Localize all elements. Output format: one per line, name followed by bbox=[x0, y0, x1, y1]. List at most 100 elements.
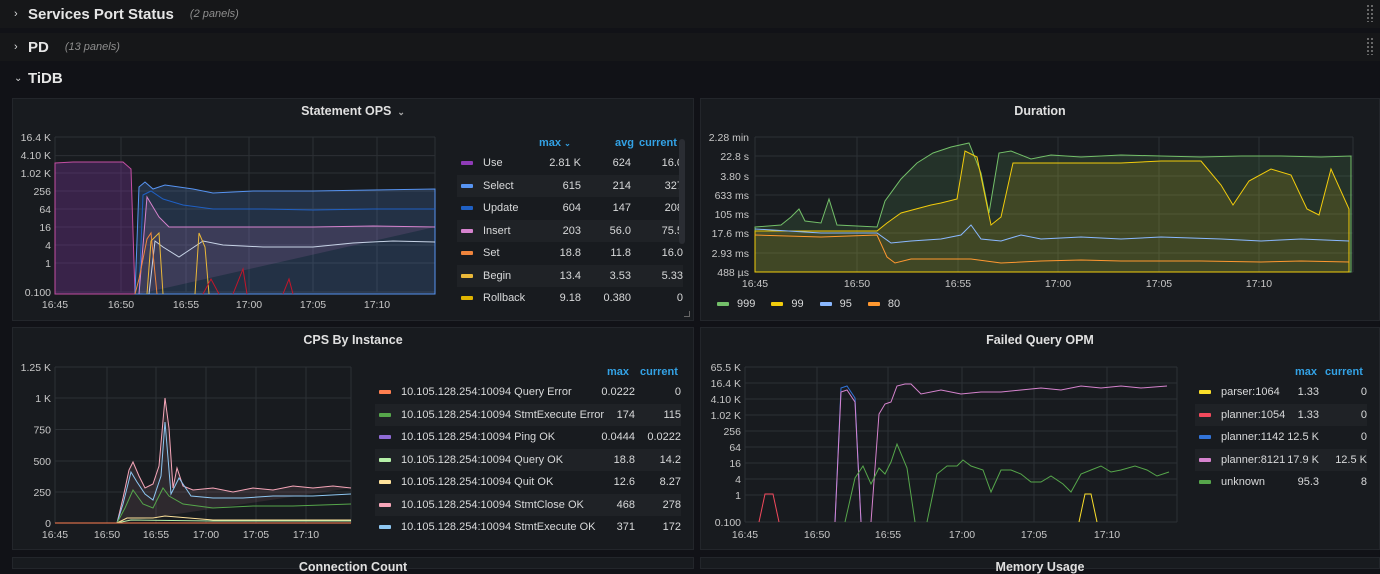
legend-row[interactable]: parser:1064 1.33 0 bbox=[1195, 381, 1367, 404]
legend-max: 615 bbox=[562, 179, 581, 192]
legend-item[interactable]: 99 bbox=[771, 298, 804, 310]
graph-statement-ops[interactable]: 16.4 K 4.10 K 1.02 K 256 64 16 4 1 0.100… bbox=[13, 129, 453, 319]
legend-row[interactable]: 10.105.128.254:10094 Quit OK 12.6 8.27 bbox=[375, 471, 681, 494]
legend-max: 17.9 K bbox=[1287, 453, 1319, 466]
series-insert bbox=[138, 195, 436, 295]
legend-row[interactable]: 10.105.128.254:10094 Query Error 0.0222 … bbox=[375, 381, 681, 404]
row-panel-count: (2 panels) bbox=[189, 8, 239, 20]
legend-name: 10.105.128.254:10094 StmtExecute Error bbox=[401, 408, 605, 421]
legend-max: 468 bbox=[616, 498, 635, 511]
legend-max: 18.8 bbox=[559, 247, 581, 260]
series-use bbox=[54, 161, 136, 295]
panel-header[interactable]: Statement OPS ⌄ bbox=[13, 104, 693, 118]
x-tick: 16:55 bbox=[173, 299, 199, 311]
series-80 bbox=[754, 234, 1350, 264]
legend-name: 999 bbox=[737, 298, 756, 310]
legend-row[interactable]: 10.105.128.254:10094 StmtExecute Error 1… bbox=[375, 403, 681, 426]
x-tick: 16:45 bbox=[742, 278, 768, 289]
series-swatch bbox=[867, 302, 880, 306]
legend-header-max[interactable]: max ⌄ bbox=[539, 137, 571, 149]
legend-row[interactable]: 10.105.128.254:10094 StmtClose OK 468 27… bbox=[375, 493, 681, 516]
y-tick: 1 bbox=[735, 490, 741, 502]
series-swatch bbox=[1199, 412, 1211, 417]
y-tick: 488 µs bbox=[717, 267, 749, 279]
legend-row[interactable]: planner:1142 12.5 K 0 bbox=[1195, 426, 1367, 449]
legend-name: 10.105.128.254:10094 Quit OK bbox=[401, 476, 554, 489]
legend-name: unknown bbox=[1221, 476, 1266, 489]
row-pd[interactable]: › PD (13 panels) bbox=[0, 33, 1380, 61]
legend-header-current[interactable]: current bbox=[1325, 366, 1363, 378]
legend-current: 115 bbox=[663, 408, 681, 421]
legend-scrollbar[interactable] bbox=[679, 139, 685, 244]
series-swatch bbox=[379, 390, 391, 395]
legend-max: 18.8 bbox=[613, 453, 635, 466]
legend-row[interactable]: Begin 13.4 3.53 5.33 bbox=[457, 264, 683, 287]
series-swatch bbox=[379, 525, 391, 530]
legend-name: Begin bbox=[483, 269, 512, 282]
legend-row[interactable]: unknown 95.3 8 bbox=[1195, 471, 1367, 494]
legend-header-max[interactable]: max bbox=[1295, 366, 1318, 378]
legend-name: 10.105.128.254:10094 Ping OK bbox=[401, 431, 556, 444]
series-95 bbox=[754, 224, 1350, 244]
legend-header-avg[interactable]: avg bbox=[615, 137, 634, 149]
legend-item[interactable]: 80 bbox=[867, 298, 900, 310]
legend-row[interactable]: Insert 203 56.0 75.5 bbox=[457, 219, 683, 242]
legend-max: 12.5 K bbox=[1287, 431, 1319, 444]
legend-max: 2.81 K bbox=[549, 157, 581, 170]
graph-failed-query-opm[interactable]: 65.5 K 16.4 K 4.10 K 1.02 K 256 64 16 4 … bbox=[701, 358, 1191, 548]
series-select bbox=[134, 181, 436, 295]
legend-row[interactable]: Rollback 9.18 0.380 0 bbox=[457, 287, 683, 310]
series-quit-ok bbox=[116, 515, 351, 524]
graph-cps-by-instance[interactable]: 1.25 K 1 K 750 500 250 0 16:45 16:50 16:… bbox=[13, 358, 373, 548]
y-tick: 65.5 K bbox=[711, 362, 741, 374]
drag-handle-icon[interactable] bbox=[1366, 37, 1374, 55]
legend-row[interactable]: 10.105.128.254:10094 Ping OK 0.0444 0.02… bbox=[375, 426, 681, 449]
legend-name: Use bbox=[483, 157, 503, 170]
legend-item[interactable]: 999 bbox=[717, 298, 755, 310]
y-tick: 0 bbox=[45, 518, 51, 530]
legend-current: 0 bbox=[1360, 431, 1367, 444]
row-title: PD bbox=[28, 38, 49, 56]
x-tick: 16:55 bbox=[143, 529, 169, 541]
chevron-right-icon: › bbox=[14, 8, 18, 20]
series-999 bbox=[754, 142, 1352, 273]
legend-table: max current parser:1064 1.33 0 planner:1… bbox=[1195, 366, 1371, 496]
legend-row[interactable]: planner:1054 1.33 0 bbox=[1195, 403, 1367, 426]
y-tick: 1.25 K bbox=[21, 362, 51, 374]
chevron-down-icon[interactable]: ⌄ bbox=[397, 107, 405, 117]
legend-item[interactable]: 95 bbox=[819, 298, 852, 310]
legend-row[interactable]: planner:8121 17.9 K 12.5 K bbox=[1195, 448, 1367, 471]
legend-name: Select bbox=[483, 179, 514, 192]
row-services-port-status[interactable]: › Services Port Status (2 panels) bbox=[0, 0, 1380, 28]
panel-header[interactable]: Duration bbox=[701, 104, 1379, 118]
legend-header-current[interactable]: current bbox=[640, 366, 678, 378]
row-tidb[interactable]: ⌄ TiDB bbox=[0, 64, 1380, 92]
chevron-down-icon: ⌄ bbox=[14, 72, 23, 84]
y-tick: 2.93 ms bbox=[712, 248, 749, 260]
panel-header[interactable]: CPS By Instance bbox=[13, 333, 693, 347]
series-swatch bbox=[379, 457, 391, 462]
legend-row[interactable]: Use 2.81 K 624 16.0 bbox=[457, 152, 683, 175]
legend-max: 13.4 bbox=[559, 269, 581, 282]
legend-row[interactable]: 10.105.128.254:10094 StmtExecute OK 371 … bbox=[375, 516, 681, 539]
legend-row[interactable]: Set 18.8 11.8 16.0 bbox=[457, 242, 683, 265]
resize-handle-icon[interactable] bbox=[684, 311, 690, 317]
series-set bbox=[134, 231, 158, 295]
panel-title: CPS By Instance bbox=[303, 333, 403, 347]
legend-current: 0.0222 bbox=[647, 431, 681, 444]
legend-current: 0 bbox=[676, 292, 683, 305]
drag-handle-icon[interactable] bbox=[1366, 4, 1374, 22]
legend-header-max[interactable]: max bbox=[607, 366, 630, 378]
legend-current: 14.2 bbox=[659, 453, 681, 466]
chevron-right-icon: › bbox=[14, 41, 18, 53]
legend-row[interactable]: Select 615 214 327 bbox=[457, 174, 683, 197]
legend-row[interactable]: Update 604 147 208 bbox=[457, 197, 683, 220]
y-tick: 4 bbox=[735, 474, 741, 486]
series-swatch bbox=[1199, 457, 1211, 462]
series-swatch bbox=[461, 228, 473, 233]
panel-header[interactable]: Failed Query OPM bbox=[701, 333, 1379, 347]
graph-duration[interactable]: 2.28 min 22.8 s 3.80 s 633 ms 105 ms 17.… bbox=[701, 129, 1377, 289]
legend-header-current[interactable]: current bbox=[639, 137, 677, 149]
legend-row[interactable]: 10.105.128.254:10094 Query OK 18.8 14.2 bbox=[375, 448, 681, 471]
x-tick: 17:00 bbox=[949, 529, 975, 541]
